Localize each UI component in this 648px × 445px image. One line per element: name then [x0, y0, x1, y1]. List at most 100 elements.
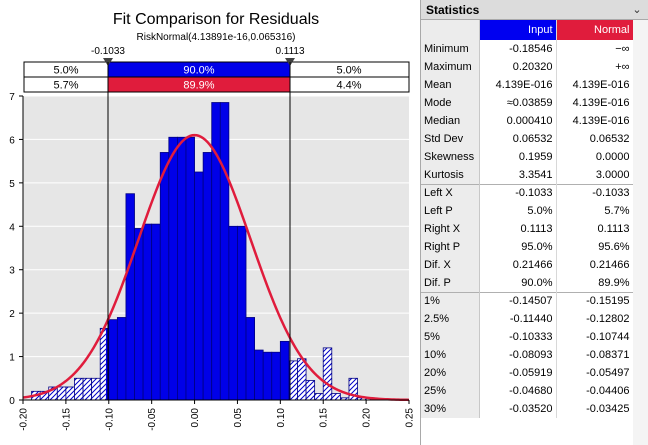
- histogram-bar-fill: [160, 152, 169, 400]
- histogram-bar-fill: [255, 350, 264, 400]
- y-tick-label: 6: [9, 135, 15, 146]
- histogram-bar-fill: [220, 103, 229, 400]
- normal-value: -0.10744: [556, 328, 633, 346]
- histogram-bar-fill: [135, 228, 144, 400]
- histogram-bar-fill: [229, 226, 238, 400]
- histogram-bar-fill: [126, 194, 135, 400]
- y-tick-label: 1: [9, 353, 15, 364]
- statistics-row: Std Dev 0.06532 0.06532: [421, 130, 633, 148]
- statistic-label: Median: [421, 112, 479, 130]
- statistic-label: Left P: [421, 202, 479, 220]
- band-normal-left-label: 5.7%: [53, 80, 78, 92]
- normal-value: -0.05497: [556, 364, 633, 382]
- input-value: 90.0%: [479, 274, 556, 292]
- normal-value: -0.15195: [556, 292, 633, 310]
- statistics-row: Skewness 0.1959 0.0000: [421, 148, 633, 166]
- input-value: -0.10333: [479, 328, 556, 346]
- statistics-row: 20% -0.05919 -0.05497: [421, 364, 633, 382]
- input-value: 95.0%: [479, 238, 556, 256]
- histogram-bar-fill: [100, 328, 106, 400]
- x-tick-label: -0.20: [19, 408, 30, 431]
- statistics-row: Maximum 0.20320 +∞: [421, 58, 633, 76]
- histogram-bar-fill: [263, 352, 272, 400]
- input-value: 3.3541: [479, 166, 556, 184]
- statistic-label: Mean: [421, 76, 479, 94]
- x-tick-label: -0.10: [104, 408, 115, 431]
- statistics-row: Minimum -0.18546 −∞: [421, 40, 633, 58]
- y-tick-label: 2: [9, 309, 15, 320]
- input-value: 0.1959: [479, 148, 556, 166]
- statistics-row: Left P 5.0% 5.7%: [421, 202, 633, 220]
- histogram-bar-fill: [203, 152, 212, 400]
- fit-comparison-chart: Fit Comparison for Residuals RiskNormal(…: [0, 0, 420, 445]
- input-value: -0.11440: [479, 310, 556, 328]
- x-tick-label: 0.15: [319, 408, 330, 428]
- statistics-table: Input Normal Minimum -0.18546 −∞ Maximum 0.2…: [421, 20, 634, 418]
- normal-value: 4.139E-016: [556, 76, 633, 94]
- chart-title: Fit Comparison for Residuals: [113, 11, 319, 28]
- statistic-label: 5%: [421, 328, 479, 346]
- chart-subtitle: RiskNormal(4.13891e-16,0.065316): [137, 32, 296, 43]
- column-header-normal[interactable]: Normal: [556, 20, 633, 40]
- statistics-row: Dif. P 90.0% 89.9%: [421, 274, 633, 292]
- statistics-row: Mean 4.139E-016 4.139E-016: [421, 76, 633, 94]
- x-tick-label: 0.20: [362, 408, 373, 428]
- histogram-bar-fill: [143, 224, 152, 400]
- histogram-bar-fill: [195, 172, 204, 400]
- statistics-row: 30% -0.03520 -0.03425: [421, 400, 633, 418]
- y-tick-label: 3: [9, 266, 15, 277]
- histogram-bar-fill: [332, 393, 341, 400]
- column-header-input[interactable]: Input: [479, 20, 556, 40]
- input-value: 0.1113: [479, 220, 556, 238]
- histogram-bar-fill: [92, 378, 101, 400]
- input-value: -0.14507: [479, 292, 556, 310]
- normal-value: 4.139E-016: [556, 112, 633, 130]
- normal-value: 95.6%: [556, 238, 633, 256]
- histogram-bar-fill: [280, 341, 289, 400]
- statistics-row: Median 0.000410 4.139E-016: [421, 112, 633, 130]
- statistics-row: Mode ≈0.03859 4.139E-016: [421, 94, 633, 112]
- statistic-label: Right P: [421, 238, 479, 256]
- chart-panel: Fit Comparison for Residuals RiskNormal(…: [0, 0, 420, 445]
- normal-value: -0.08371: [556, 346, 633, 364]
- statistic-label: Std Dev: [421, 130, 479, 148]
- normal-value: -0.03425: [556, 400, 633, 418]
- histogram-bar-fill: [117, 317, 126, 400]
- statistics-row: 1% -0.14507 -0.15195: [421, 292, 633, 310]
- band-input-middle-label: 90.0%: [183, 65, 214, 77]
- statistic-label: 10%: [421, 346, 479, 364]
- y-tick-label: 7: [9, 92, 15, 103]
- input-value: -0.03520: [479, 400, 556, 418]
- normal-value: 89.9%: [556, 274, 633, 292]
- input-value: -0.08093: [479, 346, 556, 364]
- x-tick-label: 0.25: [405, 408, 416, 428]
- band-normal-middle-label: 89.9%: [183, 80, 214, 92]
- input-value: -0.1033: [479, 184, 556, 202]
- histogram-bar-fill: [315, 393, 324, 400]
- x-tick-label: 0.10: [276, 408, 287, 428]
- histogram-bar-fill: [186, 137, 195, 400]
- normal-value: +∞: [556, 58, 633, 76]
- normal-value: 0.0000: [556, 148, 633, 166]
- histogram-bar-fill: [246, 317, 255, 400]
- input-value: 0.20320: [479, 58, 556, 76]
- right-marker-label: 0.1113: [275, 46, 305, 57]
- statistic-label: 25%: [421, 382, 479, 400]
- y-tick-label: 0: [9, 396, 15, 407]
- chevron-down-icon[interactable]: ⌄: [630, 3, 644, 16]
- band-input-left-label: 5.0%: [53, 65, 78, 77]
- histogram-bar-fill: [109, 320, 118, 400]
- histogram-bar-fill: [297, 359, 306, 400]
- x-tick-label: 0.05: [233, 408, 244, 428]
- histogram-bar-fill: [272, 352, 281, 400]
- input-value: 5.0%: [479, 202, 556, 220]
- input-value: -0.05919: [479, 364, 556, 382]
- band-normal-right-label: 4.4%: [336, 80, 361, 92]
- normal-value: 3.0000: [556, 166, 633, 184]
- input-value: -0.04680: [479, 382, 556, 400]
- statistics-row: Right X 0.1113 0.1113: [421, 220, 633, 238]
- statistic-label: Maximum: [421, 58, 479, 76]
- x-tick-label: 0.00: [190, 408, 201, 428]
- histogram-bar-fill: [152, 224, 161, 400]
- statistics-scrollbar[interactable]: [633, 20, 648, 445]
